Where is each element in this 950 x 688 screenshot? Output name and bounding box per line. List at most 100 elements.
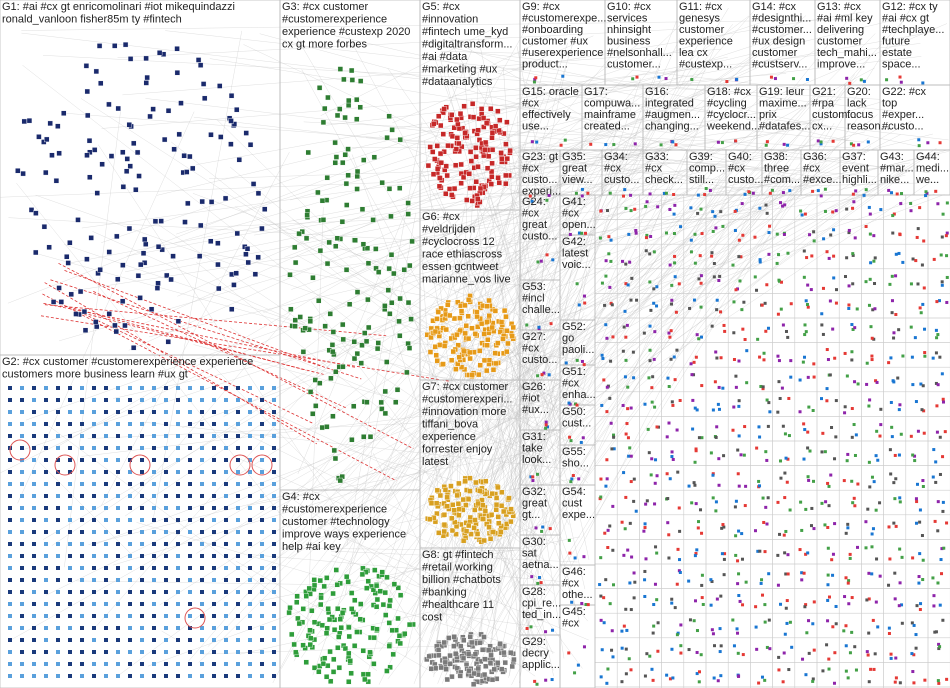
node xyxy=(888,557,892,561)
node xyxy=(776,553,780,557)
node xyxy=(934,480,938,484)
node xyxy=(111,43,118,49)
node xyxy=(932,604,936,608)
edge-highlight xyxy=(43,302,357,368)
edge xyxy=(441,327,556,489)
node xyxy=(914,521,918,525)
node xyxy=(262,206,268,212)
node xyxy=(339,218,346,225)
node xyxy=(112,322,118,329)
node xyxy=(20,566,24,570)
node xyxy=(80,674,84,678)
node xyxy=(140,578,144,582)
node xyxy=(450,348,457,355)
node xyxy=(734,385,738,389)
node xyxy=(864,520,868,524)
edge xyxy=(447,37,648,183)
node xyxy=(737,674,741,678)
node xyxy=(359,342,365,348)
node xyxy=(498,529,504,535)
node xyxy=(544,630,548,634)
group-label: paoli... xyxy=(562,344,594,356)
node xyxy=(236,626,240,630)
node xyxy=(176,530,180,534)
node xyxy=(473,179,479,185)
cell-box xyxy=(816,686,840,688)
node xyxy=(916,227,920,231)
node xyxy=(650,400,654,404)
node xyxy=(469,372,475,378)
node xyxy=(799,500,803,504)
node xyxy=(608,524,612,528)
node xyxy=(756,549,760,553)
node xyxy=(805,631,809,635)
node xyxy=(260,458,264,462)
node xyxy=(811,189,815,193)
node xyxy=(934,328,938,332)
node xyxy=(8,554,12,558)
node xyxy=(894,524,898,528)
node xyxy=(602,596,606,600)
node xyxy=(407,262,413,269)
group-label: #cx xyxy=(562,618,580,630)
node xyxy=(224,446,228,450)
node xyxy=(475,164,481,170)
node xyxy=(866,653,870,657)
node xyxy=(313,403,319,409)
group-label: aetna... xyxy=(522,559,559,571)
edge xyxy=(496,203,586,590)
edge xyxy=(98,144,424,642)
node xyxy=(535,472,539,476)
group-label: look... xyxy=(522,454,551,466)
node xyxy=(657,425,661,429)
edge xyxy=(401,148,556,201)
node xyxy=(676,631,680,635)
node xyxy=(346,97,352,104)
node xyxy=(323,674,330,680)
node xyxy=(188,578,192,582)
node xyxy=(212,674,216,678)
node xyxy=(853,380,857,384)
node xyxy=(128,674,132,678)
node xyxy=(493,507,499,513)
node xyxy=(375,269,382,275)
group-label: #marketing #ux xyxy=(422,64,498,76)
node xyxy=(845,207,849,211)
node xyxy=(8,614,12,618)
node xyxy=(92,482,96,486)
cell-box xyxy=(661,686,685,688)
node xyxy=(673,606,677,610)
edge xyxy=(301,69,422,289)
node xyxy=(938,645,942,649)
edge xyxy=(514,375,582,470)
node xyxy=(370,217,376,223)
node xyxy=(878,434,882,438)
node xyxy=(784,529,788,533)
node xyxy=(236,157,243,163)
node xyxy=(140,458,144,462)
node xyxy=(825,250,829,254)
node xyxy=(800,578,804,582)
node xyxy=(20,398,24,402)
node xyxy=(20,614,24,618)
node xyxy=(499,666,505,672)
node xyxy=(248,638,252,642)
node xyxy=(92,542,96,546)
group-label: G9: #cx xyxy=(522,1,560,13)
node xyxy=(575,403,579,407)
node xyxy=(767,252,771,256)
node xyxy=(140,434,144,438)
node xyxy=(176,554,180,558)
group-label: #ai #cx gt xyxy=(882,13,929,25)
group-label: #userexperience xyxy=(522,47,603,59)
node xyxy=(862,79,866,83)
node xyxy=(485,337,491,343)
node xyxy=(91,147,98,153)
node xyxy=(921,558,925,562)
node xyxy=(358,601,364,607)
node xyxy=(573,671,577,675)
node xyxy=(114,233,120,240)
node xyxy=(875,557,879,561)
edge xyxy=(42,55,880,100)
node xyxy=(32,410,36,414)
